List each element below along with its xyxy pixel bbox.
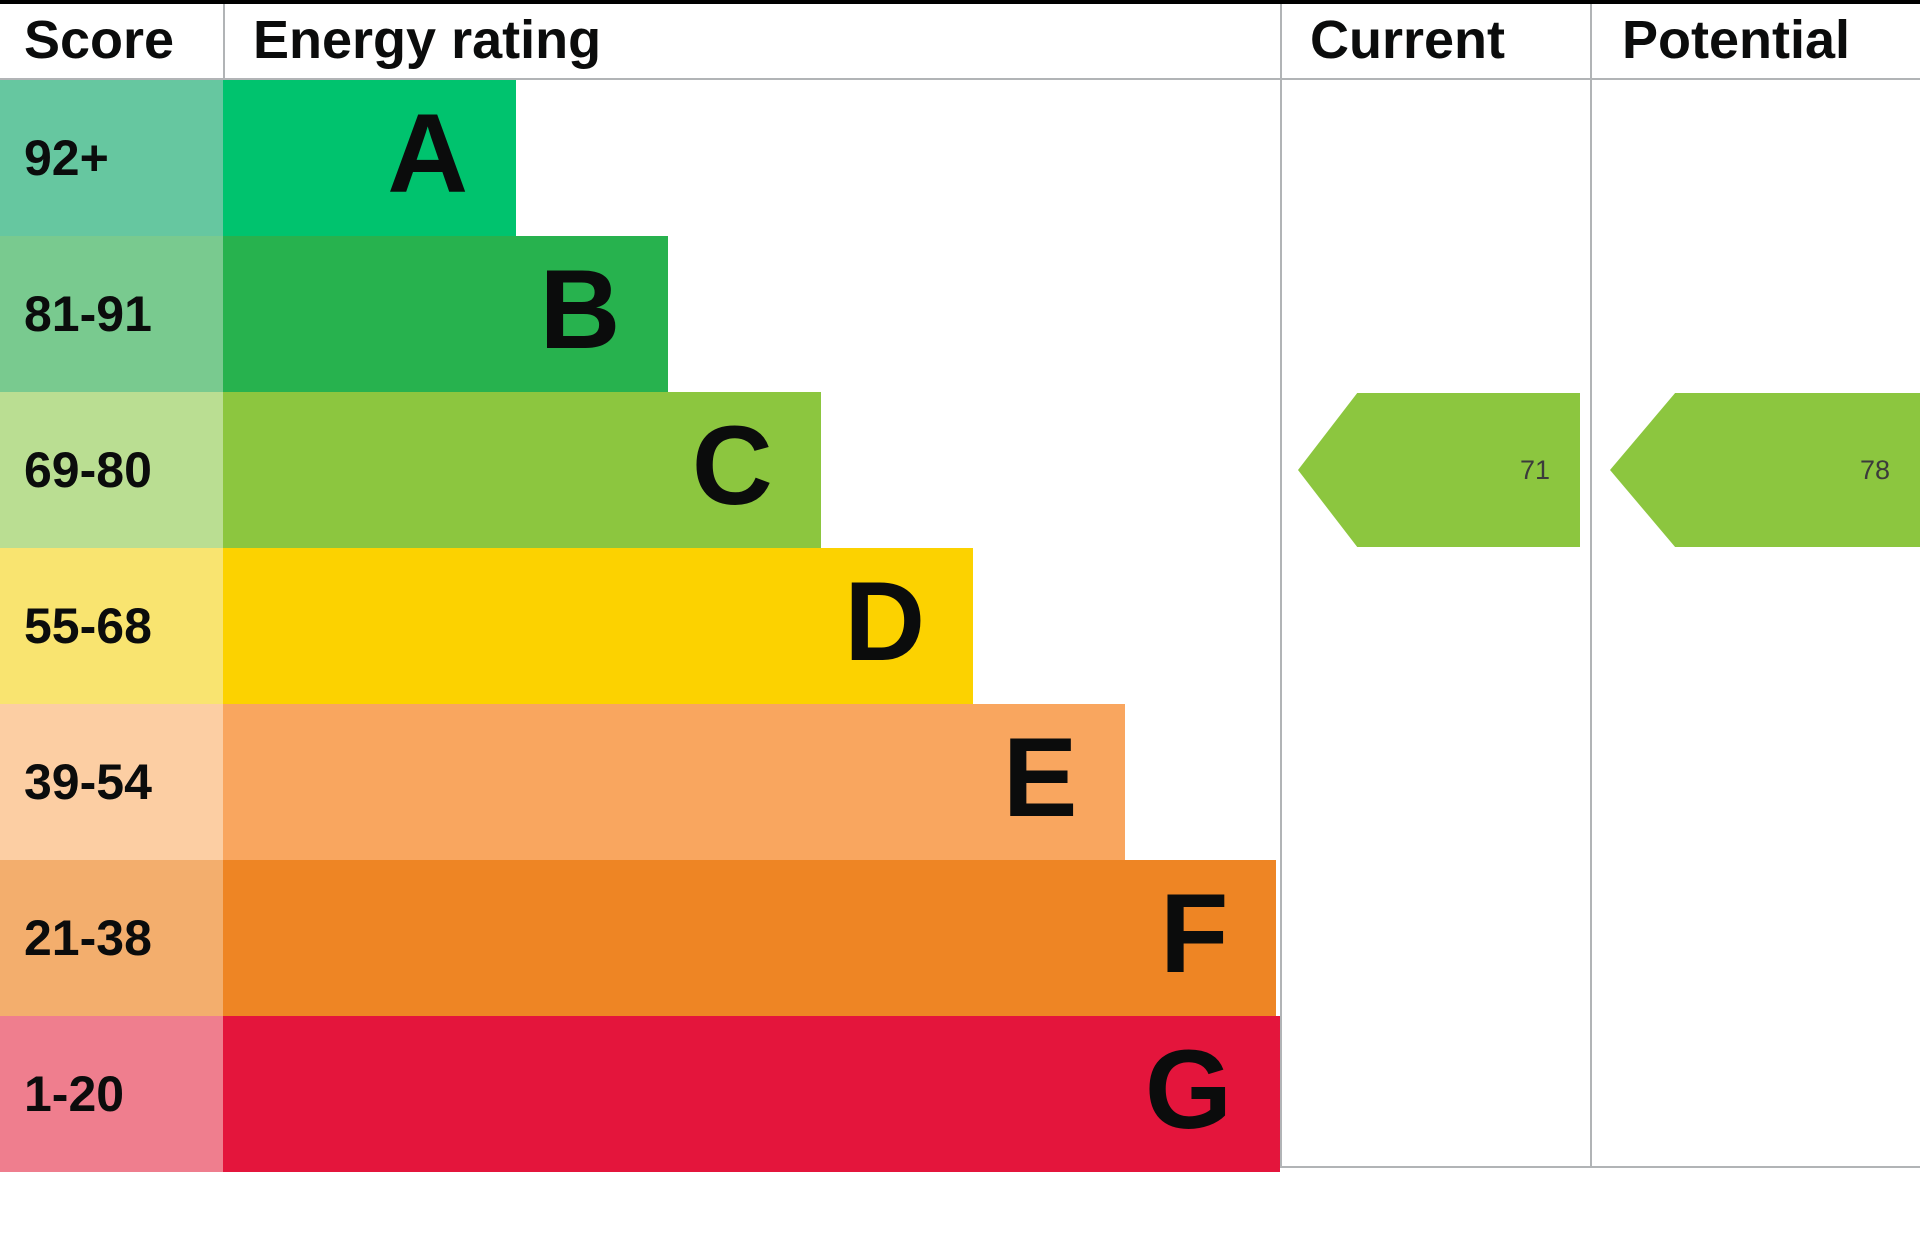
potential-column-divider [1590, 4, 1592, 1166]
rating-letter-d: D [844, 559, 926, 684]
score-range-c: 69-80 [0, 392, 223, 548]
score-range-f: 21-38 [0, 860, 223, 1016]
score-header: Score [24, 10, 175, 70]
band-row-a: 92+ A [0, 80, 1280, 236]
rating-letter-c: C [691, 403, 773, 528]
band-rows: 92+ A 81-91 B 69-80 C 55-68 D 39-54 [0, 80, 1280, 1172]
current-value: 71 [1519, 454, 1550, 485]
energy-rating-header: Energy rating [253, 10, 602, 70]
epc-rating-chart: Score Energy rating Current Potential 92… [0, 0, 1920, 1172]
rating-bar-b: B [223, 236, 669, 392]
band-row-g: 1-20 G [0, 1016, 1280, 1172]
rating-letter-a: A [387, 91, 469, 216]
potential-arrow: 78 [1610, 393, 1920, 547]
current-header: Current [1310, 10, 1506, 70]
current-column-divider [1280, 4, 1282, 1166]
rating-bar-c: C [223, 392, 821, 548]
rating-letter-e: E [1002, 715, 1078, 840]
rating-letter-f: F [1160, 871, 1229, 996]
band-row-f: 21-38 F [0, 860, 1280, 1016]
rating-bar-d: D [223, 548, 974, 704]
score-range-a: 92+ [0, 80, 223, 236]
rating-letter-g: G [1144, 1027, 1232, 1152]
potential-header: Potential [1622, 10, 1851, 70]
band-row-c: 69-80 C [0, 392, 1280, 548]
rating-bar-f: F [223, 860, 1277, 1016]
band-row-b: 81-91 B [0, 236, 1280, 392]
current-arrow: 71 [1298, 393, 1580, 547]
rating-bar-a: A [223, 80, 517, 236]
band-row-e: 39-54 E [0, 704, 1280, 860]
score-range-b: 81-91 [0, 236, 223, 392]
score-range-g: 1-20 [0, 1016, 223, 1172]
band-row-d: 55-68 D [0, 548, 1280, 704]
score-column-divider [223, 4, 225, 80]
score-range-d: 55-68 [0, 548, 223, 704]
potential-value: 78 [1859, 454, 1890, 485]
score-range-e: 39-54 [0, 704, 223, 860]
rating-letter-b: B [539, 247, 621, 372]
rating-bar-e: E [223, 704, 1126, 860]
rating-bar-g: G [223, 1016, 1280, 1172]
header-row: Score Energy rating Current Potential [0, 4, 1920, 80]
